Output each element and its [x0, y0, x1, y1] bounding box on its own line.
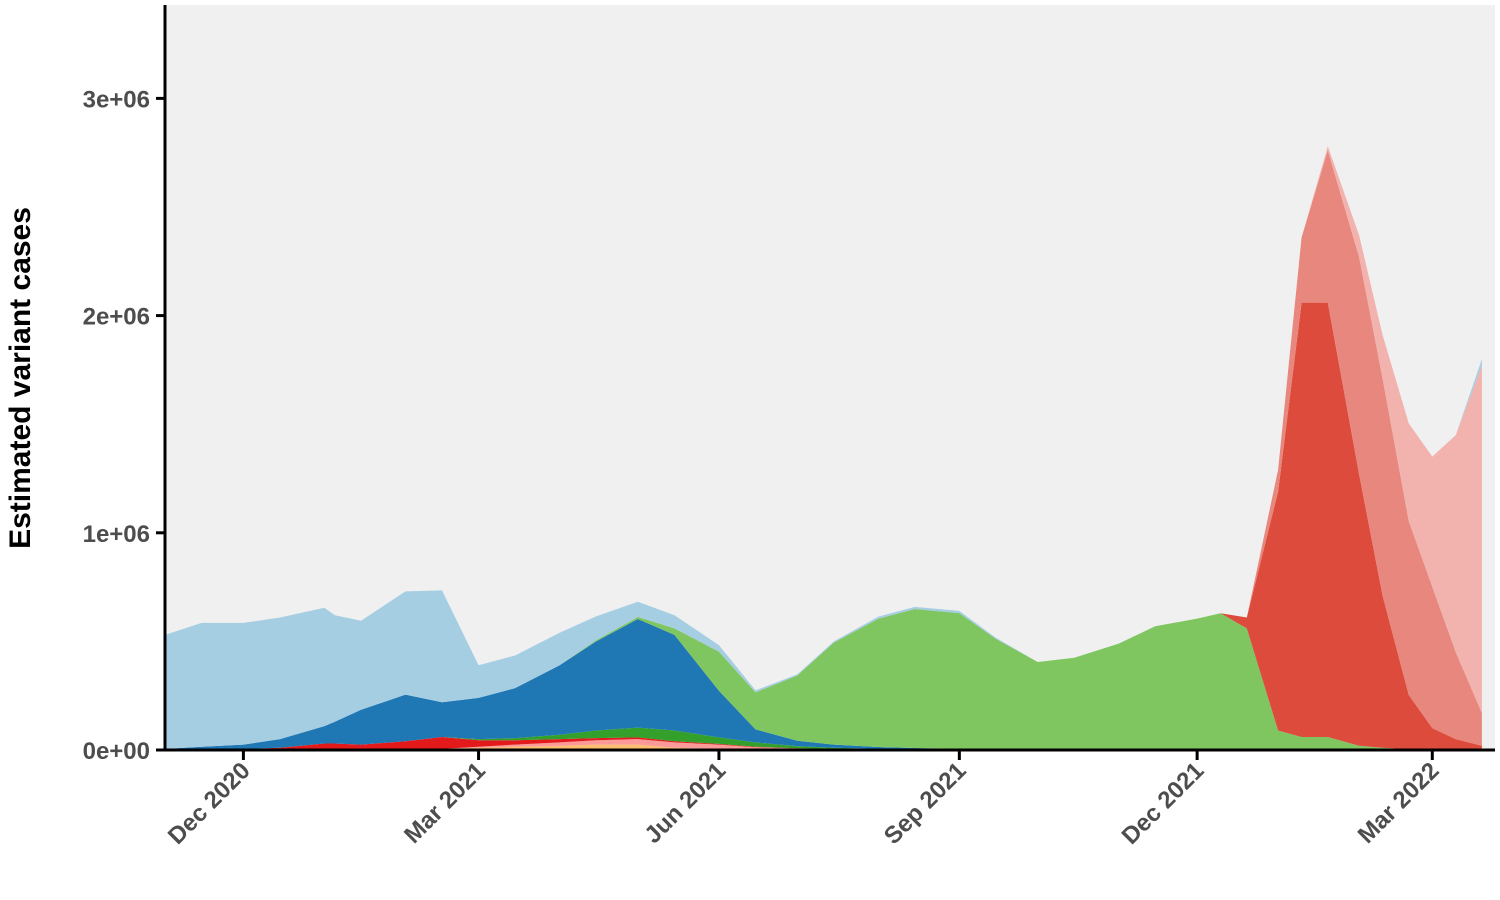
x-tick-label: Dec 2020 [163, 757, 256, 850]
x-tick-label: Mar 2021 [399, 757, 491, 849]
y-axis-title: Estimated variant cases [4, 207, 37, 549]
x-tick-label: Mar 2022 [1353, 757, 1445, 849]
series-area-5 [165, 619, 1482, 750]
series-area-7 [165, 302, 1482, 750]
y-tick-label: 2e+06 [83, 304, 150, 331]
y-tick-label: 1e+06 [83, 521, 150, 548]
x-tick-label: Jun 2021 [639, 757, 731, 849]
series-area-10 [165, 146, 1482, 749]
series-area-6 [165, 609, 1482, 750]
series-area-2 [165, 739, 1482, 750]
y-tick-label: 3e+06 [83, 86, 150, 113]
x-tick-label: Sep 2021 [879, 757, 972, 850]
y-tick-label: 0e+00 [83, 738, 150, 765]
axes-layer [163, 5, 1495, 752]
series-area-3 [165, 737, 1482, 750]
x-tick-label: Dec 2021 [1117, 757, 1210, 850]
